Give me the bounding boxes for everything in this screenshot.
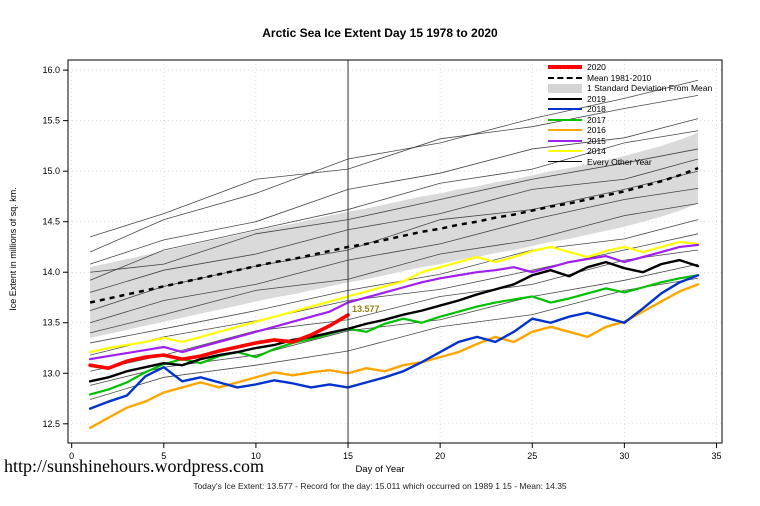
current-extent-annotation: 13.577 — [352, 304, 380, 314]
series-2019-line — [88, 258, 700, 383]
y-tick-label: 14.5 — [42, 217, 60, 227]
x-tick-label: 5 — [161, 451, 166, 461]
every-other-year-line — [89, 130, 699, 281]
every-other-year-line — [89, 277, 699, 400]
legend-item-2015: 2015 — [548, 136, 720, 147]
x-tick-label: 25 — [527, 451, 537, 461]
legend-swatch-line — [548, 108, 582, 111]
legend-item-2018: 2018 — [548, 104, 720, 115]
x-tick-label: 30 — [619, 451, 629, 461]
plot-border — [67, 59, 723, 444]
series-2015-line — [89, 243, 700, 361]
legend: 2020 Mean 1981-2010 1 Standard Deviation F… — [548, 62, 720, 167]
legend-swatch-line — [548, 139, 582, 142]
legend-label: 2018 — [587, 104, 606, 115]
legend-label: 2020 — [587, 62, 606, 73]
legend-item-2020: 2020 — [548, 62, 720, 73]
legend-item-mean-1981-2010: Mean 1981-2010 — [548, 73, 720, 84]
legend-swatch-band — [548, 83, 582, 93]
y-tick-label: 13.5 — [42, 318, 60, 328]
every-other-year-line — [90, 148, 699, 273]
y-tick-label: 12.5 — [42, 419, 60, 429]
legend-swatch-thick — [548, 65, 582, 70]
every-other-year-line — [90, 219, 699, 344]
x-tick-label: 10 — [251, 451, 261, 461]
every-other-year-line — [90, 233, 699, 356]
legend-item-2016: 2016 — [548, 125, 720, 136]
series-2020-line — [88, 313, 350, 371]
y-tick-label: 15.5 — [42, 116, 60, 126]
series-2018-line — [88, 274, 700, 410]
legend-swatch-line — [548, 150, 582, 153]
mean-line — [89, 166, 699, 304]
y-tick-label: 15.0 — [42, 166, 60, 176]
x-tick-label: 0 — [69, 451, 74, 461]
legend-item-every-other-year: Every Other Year — [548, 157, 720, 168]
legend-swatch-thin — [548, 161, 582, 163]
footer-caption: Today's Ice Extent: 13.577 - Record for … — [193, 481, 567, 491]
x-tick-label: 20 — [435, 451, 445, 461]
legend-label: 2017 — [587, 114, 606, 125]
footer-link[interactable]: http://sunshinehours.wordpress.com — [4, 456, 264, 476]
y-tick-label: 14.0 — [42, 267, 60, 277]
legend-label: Every Other Year — [587, 156, 652, 167]
legend-label: 2014 — [587, 146, 606, 157]
legend-label: Mean 1981-2010 — [587, 72, 652, 83]
x-axis-title: Day of Year — [355, 464, 405, 475]
y-tick-label: 13.0 — [42, 368, 60, 378]
legend-label: 1 Standard Deviation From Mean — [587, 83, 713, 94]
series-2014-line — [89, 240, 700, 354]
chart-title: Arctic Sea Ice Extent Day 15 1978 to 202… — [262, 26, 498, 40]
every-other-year-line — [89, 118, 699, 265]
every-other-year-line — [89, 94, 699, 238]
every-other-year-line — [90, 203, 699, 334]
legend-item-2019: 2019 — [548, 94, 720, 105]
legend-label: 2015 — [587, 135, 606, 146]
x-tick-label: 15 — [343, 451, 353, 461]
legend-item-1-standard-deviation-from-mean: 1 Standard Deviation From Mean — [548, 83, 720, 94]
legend-item-2017: 2017 — [548, 115, 720, 126]
legend-swatch-line — [548, 118, 582, 121]
legend-swatch-line — [548, 97, 582, 100]
x-tick-label: 35 — [711, 451, 721, 461]
every-other-year-line — [89, 187, 699, 324]
legend-label: 2016 — [587, 125, 606, 136]
y-axis-title: Ice Extent in millions of sq. km. — [8, 187, 18, 311]
y-tick-label: 16.0 — [42, 65, 60, 75]
legend-swatch-dashed — [548, 76, 582, 79]
legend-label: 2019 — [587, 93, 606, 104]
legend-swatch-line — [548, 129, 582, 132]
every-other-year-line — [89, 158, 699, 293]
every-other-year-line — [89, 79, 699, 253]
series-2016-line — [88, 283, 700, 430]
legend-item-2014: 2014 — [548, 146, 720, 157]
